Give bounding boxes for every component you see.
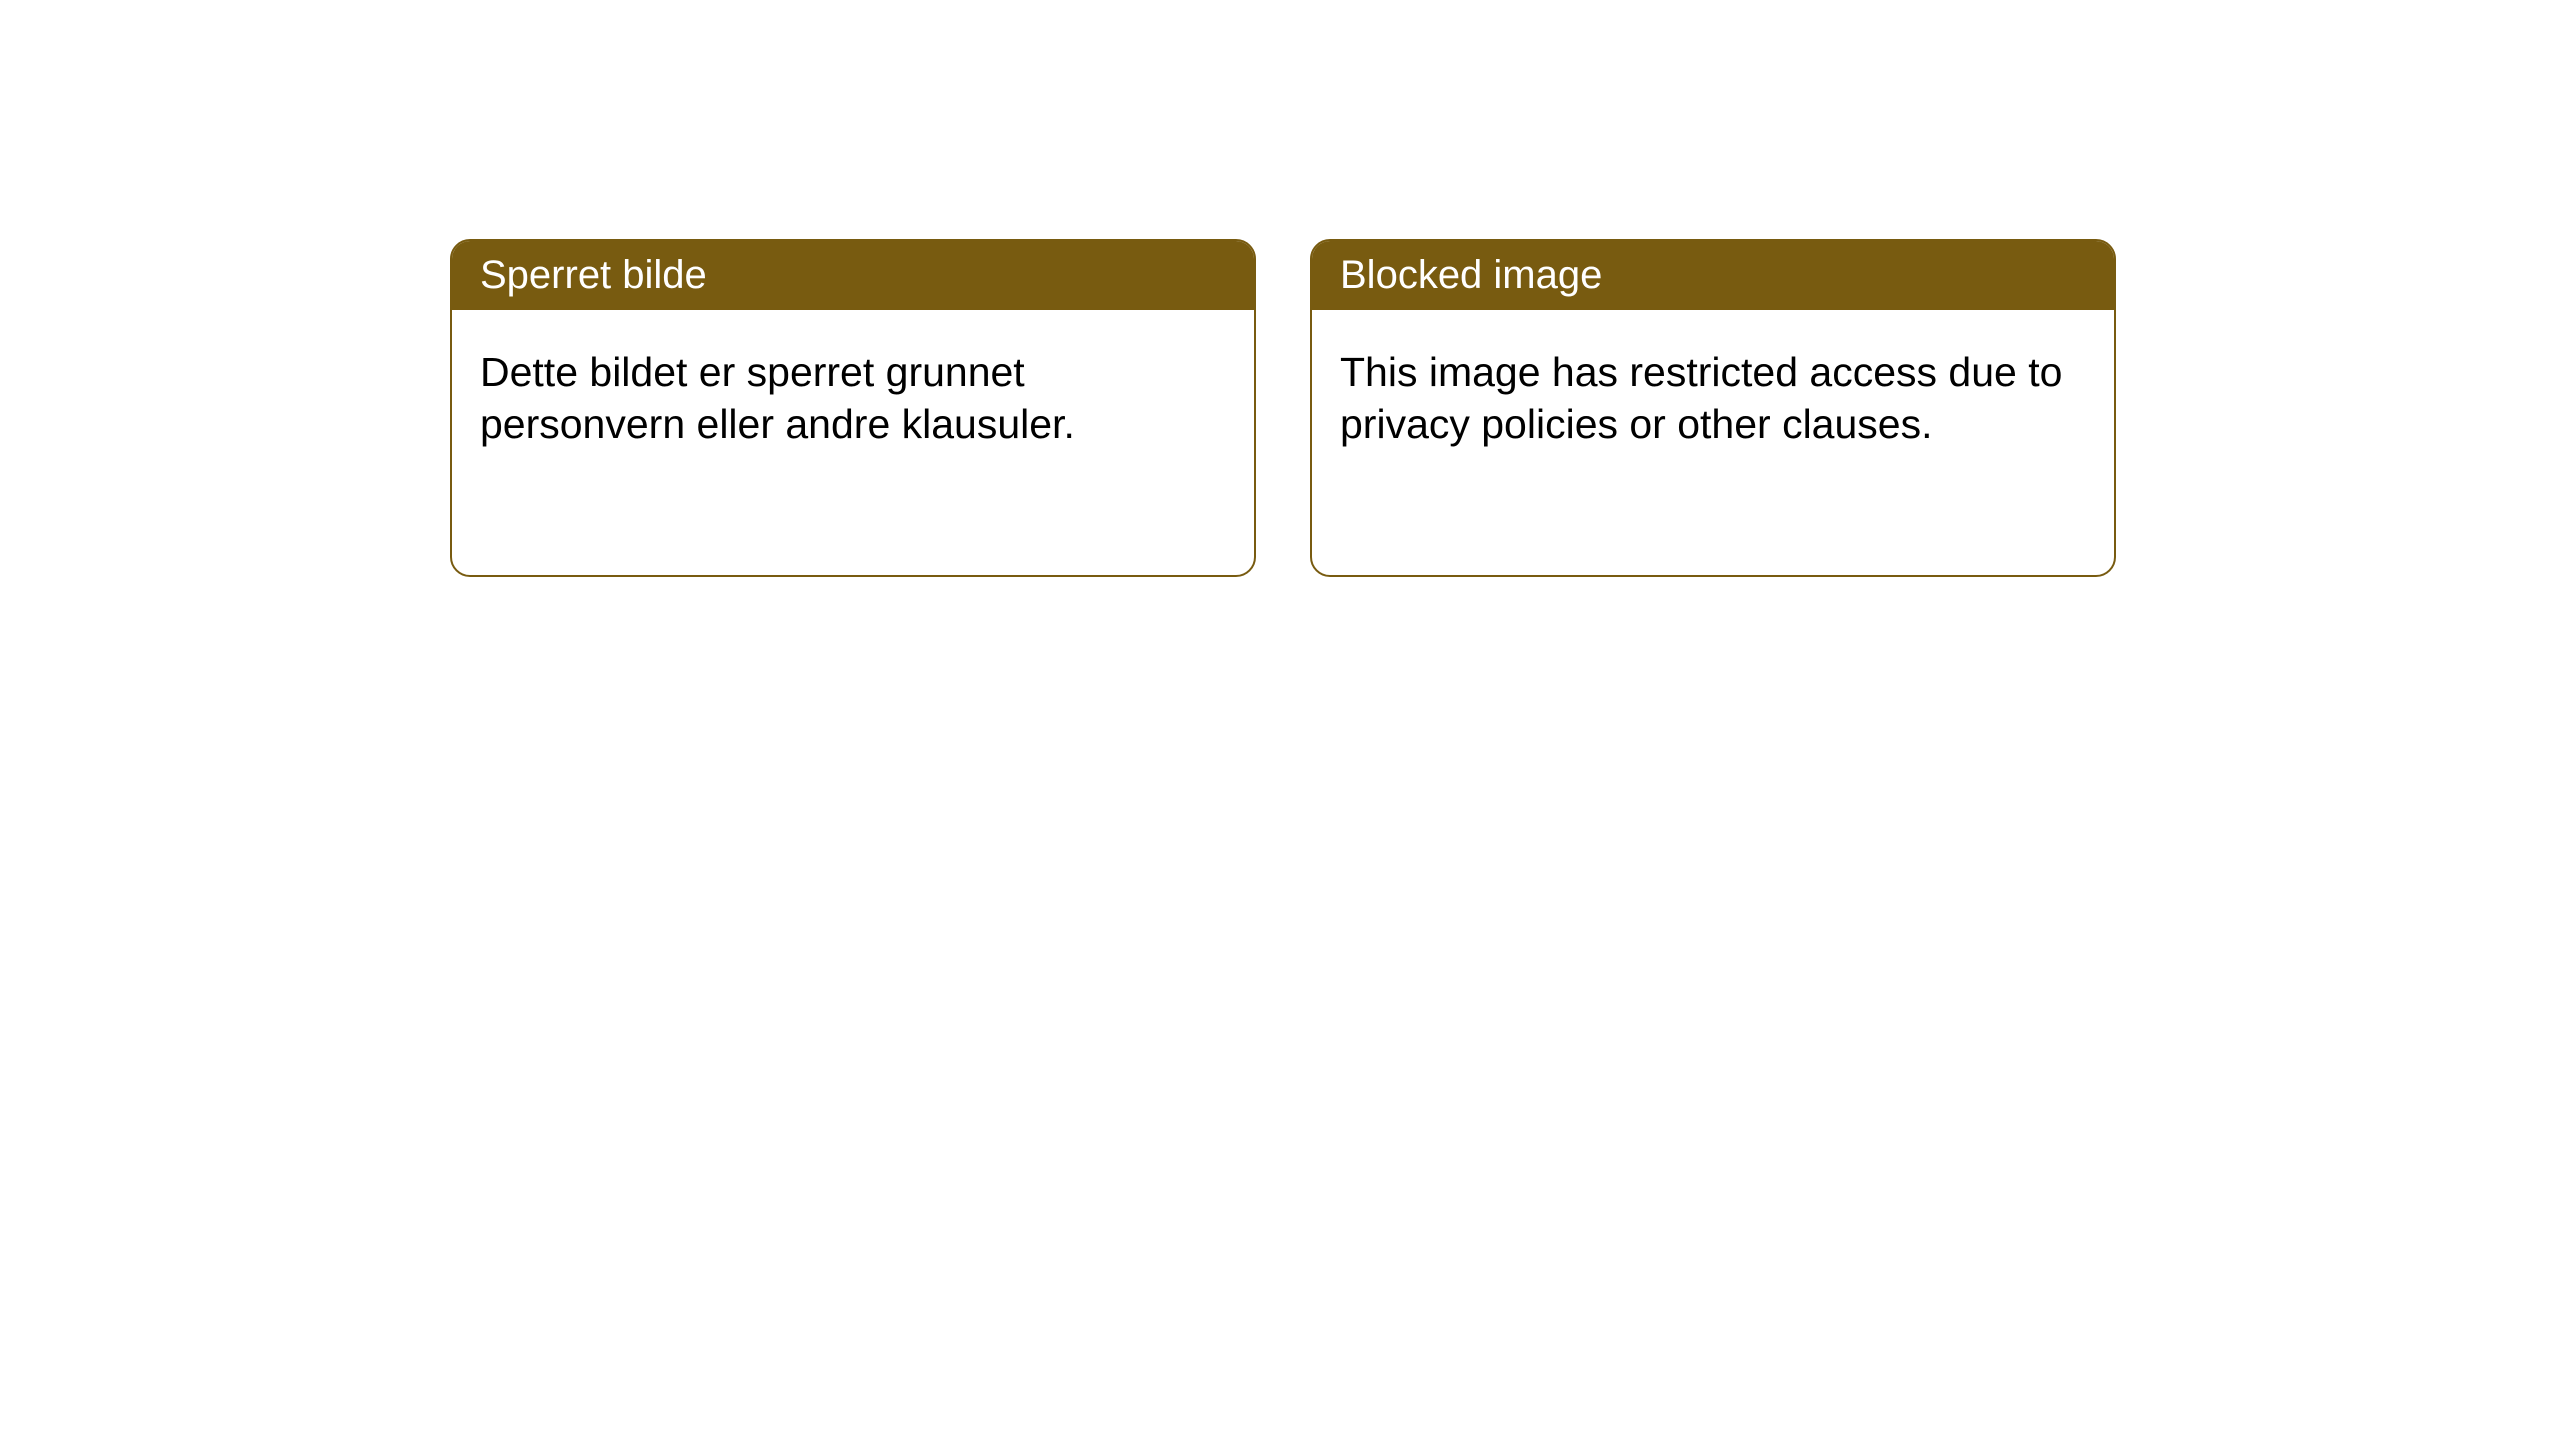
card-body: This image has restricted access due to … bbox=[1312, 310, 2114, 487]
blocked-image-cards: Sperret bilde Dette bildet er sperret gr… bbox=[450, 239, 2560, 577]
blocked-image-card-english: Blocked image This image has restricted … bbox=[1310, 239, 2116, 577]
card-header: Sperret bilde bbox=[452, 241, 1254, 310]
blocked-image-card-norwegian: Sperret bilde Dette bildet er sperret gr… bbox=[450, 239, 1256, 577]
card-header: Blocked image bbox=[1312, 241, 2114, 310]
card-body: Dette bildet er sperret grunnet personve… bbox=[452, 310, 1254, 487]
